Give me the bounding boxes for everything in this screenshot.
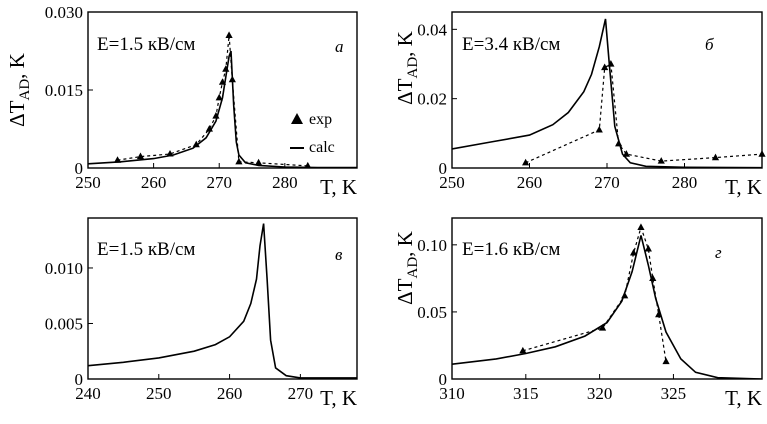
x-axis-label: T, K xyxy=(725,386,762,410)
legend: exp calc xyxy=(290,111,335,156)
field-label: E=1.5 кВ/см xyxy=(97,34,195,55)
y-axis-label: ΔTAD, K xyxy=(393,231,421,305)
data-point-exp xyxy=(212,112,220,119)
data-point-exp xyxy=(644,244,652,252)
x-tick-label: 270 xyxy=(594,173,620,192)
data-point-exp xyxy=(166,149,174,157)
y-tick-label: 0.015 xyxy=(45,81,83,100)
data-point-exp xyxy=(218,78,227,85)
data-point-exp xyxy=(758,150,766,157)
panel-letter: a xyxy=(335,37,344,56)
y-label-unit: , K xyxy=(5,53,29,79)
y-tick-label: 0.10 xyxy=(417,236,447,255)
field-label: E=1.6 кВ/см xyxy=(462,239,560,260)
panel-letter: г xyxy=(715,243,722,262)
data-point-exp xyxy=(655,310,663,318)
data-point-exp xyxy=(228,75,236,83)
data-point-exp xyxy=(615,139,623,147)
series-line-calc xyxy=(452,18,762,168)
y-tick-label: 0 xyxy=(439,370,448,389)
y-label-sub: AD xyxy=(17,79,33,101)
data-point-exp xyxy=(215,93,223,101)
data-point-exp xyxy=(192,140,200,148)
x-tick-label: 325 xyxy=(661,384,687,403)
legend-label-calc: calc xyxy=(309,139,335,156)
series-line-exp xyxy=(525,63,762,164)
y-label-unit: , K xyxy=(393,31,417,57)
series-line-calc xyxy=(88,223,357,379)
x-tick-label: 280 xyxy=(672,173,698,192)
data-point-exp xyxy=(235,157,243,165)
data-point-exp xyxy=(637,223,645,230)
x-tick-label: 250 xyxy=(439,173,465,192)
y-tick-label: 0.010 xyxy=(45,259,83,278)
x-tick-label: 260 xyxy=(141,173,167,192)
x-tick-label: 315 xyxy=(513,384,539,403)
data-point-exp xyxy=(519,346,527,354)
y-axis-label: ΔTAD, K xyxy=(5,53,33,127)
data-point-exp xyxy=(711,153,720,161)
data-point-exp xyxy=(621,291,629,299)
y-tick-label: 0 xyxy=(75,370,84,389)
y-label-sub: AD xyxy=(405,257,421,279)
panel-a: 250 260 270 280 0 0.015 0.030 T, K ΔTAD, K E=1.5 … xyxy=(5,3,358,199)
series-line-calc xyxy=(452,235,762,379)
y-tick-label: 0 xyxy=(439,159,448,178)
x-axis-label: T, K xyxy=(725,175,762,199)
data-point-exp xyxy=(136,152,145,160)
panel-b: 250 260 270 280 0 0.02 0.04 T, K ΔTAD, K E=3.4 кВ… xyxy=(393,11,766,199)
plot-frame xyxy=(451,217,763,380)
data-point-exp xyxy=(222,65,230,72)
y-axis-label: ΔTAD, K xyxy=(393,31,421,105)
field-label: E=1.5 кВ/см xyxy=(97,239,195,260)
data-point-exp xyxy=(622,150,630,157)
x-tick-label: 250 xyxy=(75,173,101,192)
data-point-exp xyxy=(657,157,665,164)
field-label: E=3.4 кВ/см xyxy=(462,34,560,55)
data-point-exp xyxy=(629,248,638,256)
panel-g: 310 315 320 325 0 0.05 0.10 T, K ΔTAD, K E=1.6 кВ… xyxy=(393,217,763,410)
x-tick-label: 240 xyxy=(75,384,101,403)
data-point-exp xyxy=(304,161,312,169)
y-label-sub: AD xyxy=(405,57,421,79)
data-point-exp xyxy=(607,60,615,67)
x-axis-label: T, K xyxy=(320,386,357,410)
y-label-main: ΔT xyxy=(393,78,417,105)
y-label-main: ΔT xyxy=(5,100,29,127)
y-tick-label: 0 xyxy=(75,159,84,178)
y-tick-label: 0.05 xyxy=(417,303,447,322)
data-point-exp xyxy=(522,158,530,166)
x-tick-label: 270 xyxy=(206,173,232,192)
y-tick-label: 0.04 xyxy=(417,20,447,39)
x-tick-label: 250 xyxy=(146,384,172,403)
y-tick-label: 0.02 xyxy=(417,90,447,109)
data-point-exp xyxy=(254,158,263,166)
data-point-exp xyxy=(205,125,213,132)
panel-letter: в xyxy=(335,245,343,264)
data-point-exp xyxy=(225,31,233,38)
plot-frame xyxy=(87,217,358,380)
x-axis-label: T, K xyxy=(320,175,357,199)
y-tick-label: 0.030 xyxy=(45,3,83,22)
data-point-exp xyxy=(662,357,670,365)
x-tick-label: 310 xyxy=(439,384,465,403)
x-tick-label: 260 xyxy=(517,173,543,192)
legend-label-exp: exp xyxy=(309,111,332,128)
y-label-unit: , K xyxy=(393,231,417,257)
panel-letter: б xyxy=(705,35,714,54)
data-point-exp xyxy=(649,274,657,281)
data-point-exp xyxy=(601,63,609,71)
panel-v: 240 250 260 270 0 0.005 0.010 T, K E=1.5 кВ/см в xyxy=(45,217,358,410)
data-point-exp xyxy=(598,324,607,331)
x-tick-label: 260 xyxy=(217,384,243,403)
legend-marker-exp xyxy=(291,113,303,124)
data-point-exp xyxy=(595,125,603,133)
x-tick-label: 320 xyxy=(587,384,613,403)
x-tick-label: 280 xyxy=(272,173,298,192)
y-label-main: ΔT xyxy=(393,278,417,305)
y-tick-label: 0.005 xyxy=(45,314,83,333)
x-tick-label: 270 xyxy=(288,384,314,403)
data-point-exp xyxy=(113,156,122,163)
